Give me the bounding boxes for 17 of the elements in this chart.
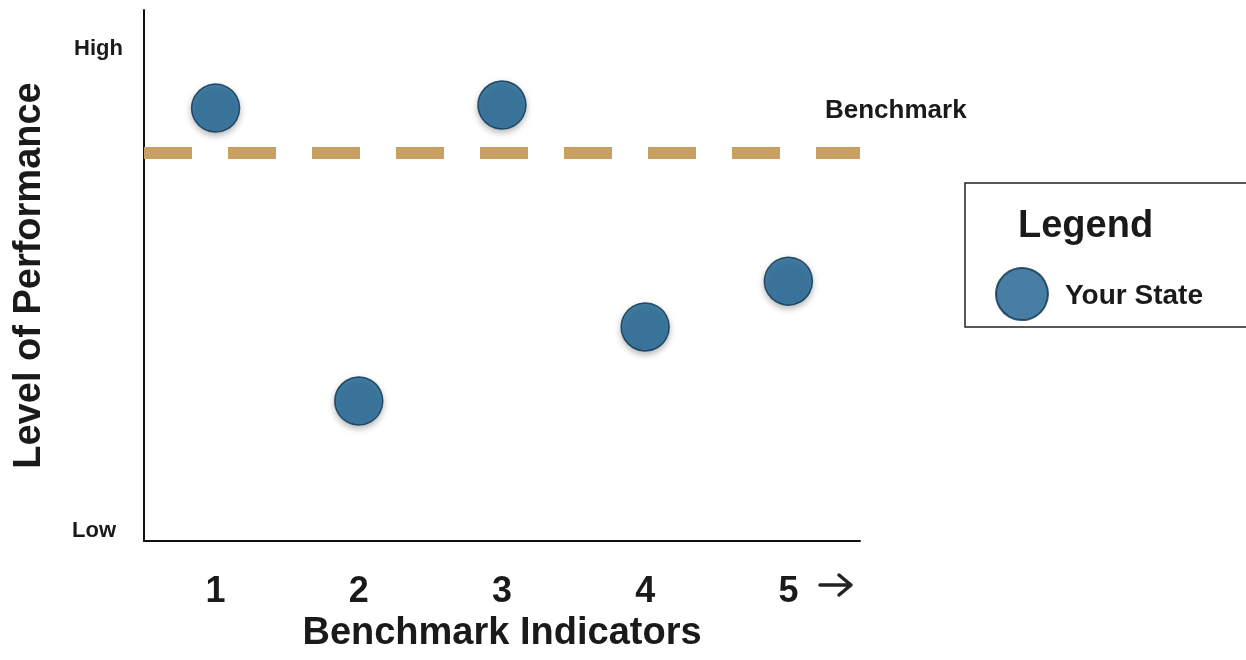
legend-label: Your State	[1065, 278, 1203, 310]
x-tick-label: 4	[635, 568, 656, 610]
text: High	[74, 34, 123, 60]
x-tick-label: 3	[491, 568, 513, 610]
point	[334, 376, 384, 426]
point	[620, 302, 670, 352]
point	[190, 83, 241, 133]
point	[477, 80, 527, 130]
y-axis-title: Level of Performance	[6, 82, 48, 469]
text: Low	[72, 516, 117, 542]
x-tick-label: 1	[205, 568, 226, 610]
ref-line-label: Benchmark	[825, 94, 968, 124]
x-axis-title: Benchmark Indicators	[302, 609, 702, 652]
legend-title: Legend	[1018, 203, 1154, 245]
point	[763, 256, 814, 306]
x-tick-label: 5	[778, 568, 799, 610]
x-tick-label: 2	[348, 568, 369, 610]
